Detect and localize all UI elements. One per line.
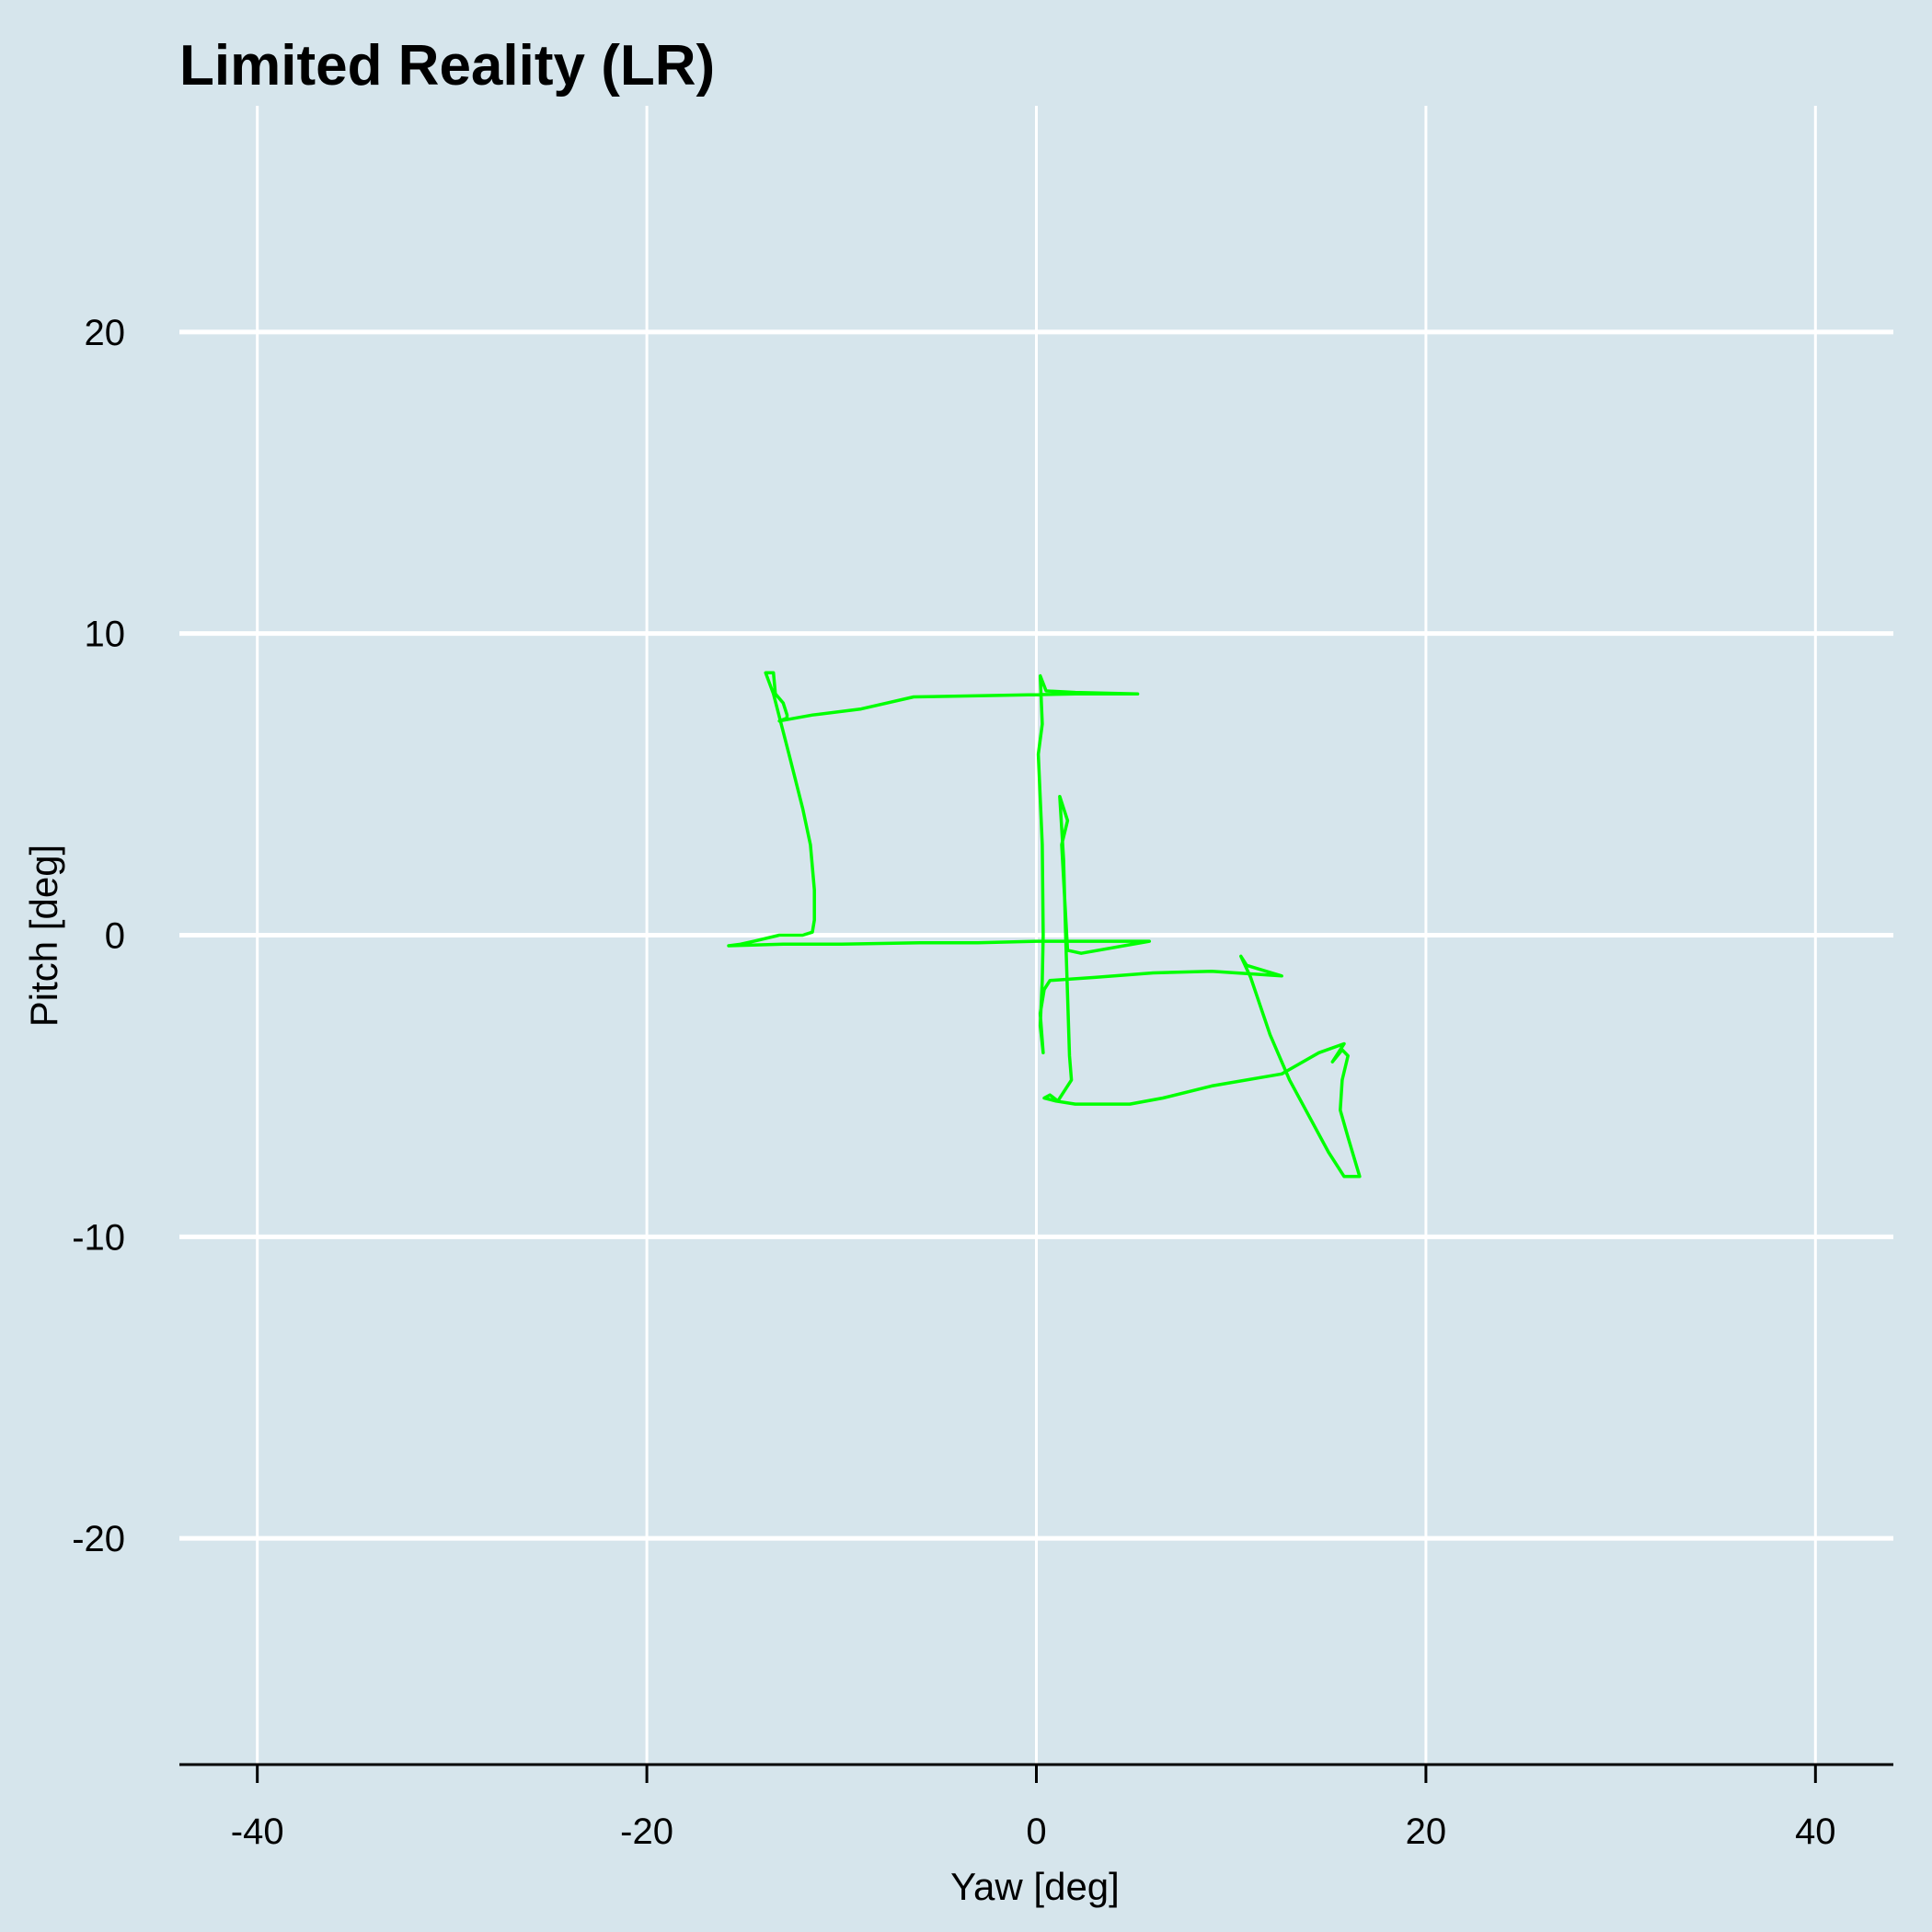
grid xyxy=(179,106,1893,1765)
x-tick-label: 0 xyxy=(1026,1811,1046,1852)
chart-title: Limited Reality (LR) xyxy=(179,34,715,98)
series-line xyxy=(727,671,1362,1179)
y-tick-label: 20 xyxy=(85,313,126,353)
y-axis-label: Pitch [deg] xyxy=(22,845,65,1027)
x-tick-label: 40 xyxy=(1795,1811,1836,1852)
series-layer xyxy=(727,671,1362,1179)
y-tick-label: 0 xyxy=(105,916,125,957)
x-tick-label: -40 xyxy=(231,1811,284,1852)
x-axis: -40 -20 0 20 40 xyxy=(179,1763,1893,1852)
y-tick-label: 10 xyxy=(85,615,126,655)
x-tick-label: -20 xyxy=(620,1811,673,1852)
y-tick-label: -10 xyxy=(72,1217,125,1258)
y-axis: -20 -10 0 10 20 xyxy=(72,313,125,1559)
x-axis-label: Yaw [deg] xyxy=(950,1865,1120,1908)
x-tick-label: 20 xyxy=(1406,1811,1447,1852)
y-tick-label: -20 xyxy=(72,1519,125,1559)
